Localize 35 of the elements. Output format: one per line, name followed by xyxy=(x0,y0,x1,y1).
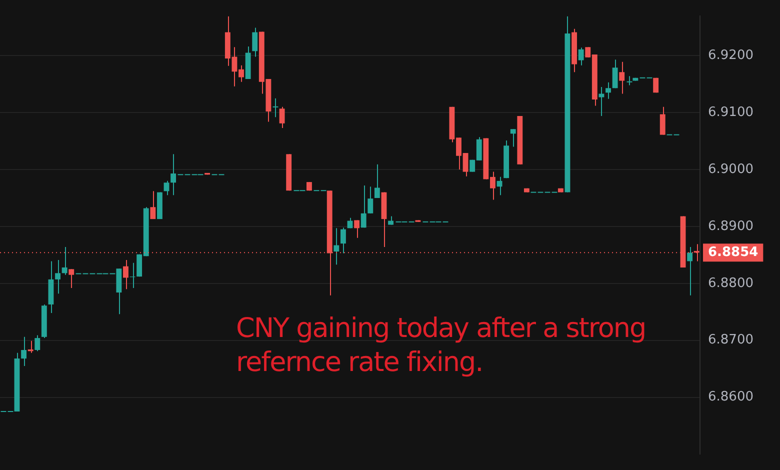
candlestick xyxy=(626,76,633,86)
ref-line-label: 6.8854 xyxy=(708,245,758,260)
candlestick xyxy=(340,227,346,254)
y-tick-label: 6.9000 xyxy=(708,162,754,177)
candlestick xyxy=(68,268,74,288)
candlestick xyxy=(510,128,516,148)
candlestick xyxy=(687,246,693,296)
candlestick xyxy=(354,220,360,238)
annotation: CNY gaining today after a strong refernce rate fixing. xyxy=(236,312,647,380)
candlestick xyxy=(123,260,128,290)
candlestick xyxy=(55,260,60,294)
candlestick xyxy=(660,106,666,136)
candlestick xyxy=(62,246,68,276)
candlestick xyxy=(360,184,366,228)
y-tick-label: 6.9200 xyxy=(708,48,754,64)
candlestick xyxy=(374,164,380,198)
candlestick xyxy=(612,59,618,89)
y-tick-label: 6.9100 xyxy=(708,104,754,120)
candlestick xyxy=(164,180,170,196)
candlestick xyxy=(170,154,176,196)
candlestick xyxy=(334,228,340,266)
y-tick-label: 6.8600 xyxy=(708,390,754,405)
y-tick-label: 6.8800 xyxy=(708,276,754,291)
candlestick xyxy=(252,27,258,58)
candlestick xyxy=(21,336,27,366)
candlestick xyxy=(578,47,584,66)
candlestick xyxy=(368,186,374,214)
candlestick xyxy=(272,98,279,118)
candlestick xyxy=(150,190,156,220)
candlestick xyxy=(34,334,40,352)
candlestick xyxy=(279,106,285,128)
candlestick xyxy=(619,61,625,94)
y-tick-label: 6.8900 xyxy=(708,218,754,234)
y-tick-label: 6.8700 xyxy=(708,332,754,348)
candlestick xyxy=(606,82,611,100)
